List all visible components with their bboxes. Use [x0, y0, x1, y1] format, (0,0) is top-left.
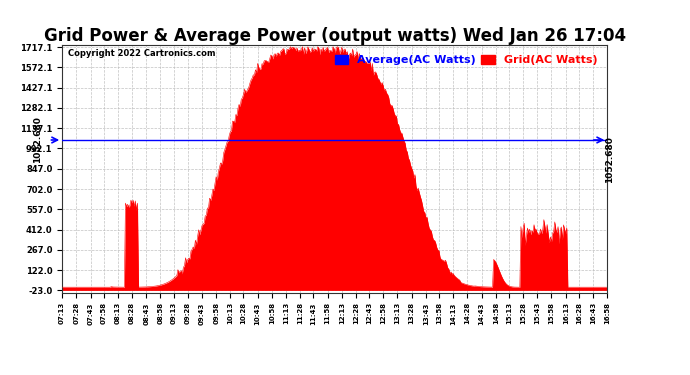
Title: Grid Power & Average Power (output watts) Wed Jan 26 17:04: Grid Power & Average Power (output watts…	[43, 27, 626, 45]
Text: 1052.680: 1052.680	[33, 117, 42, 164]
Legend: Average(AC Watts), Grid(AC Watts): Average(AC Watts), Grid(AC Watts)	[331, 51, 602, 69]
Text: Copyright 2022 Cartronics.com: Copyright 2022 Cartronics.com	[68, 49, 215, 58]
